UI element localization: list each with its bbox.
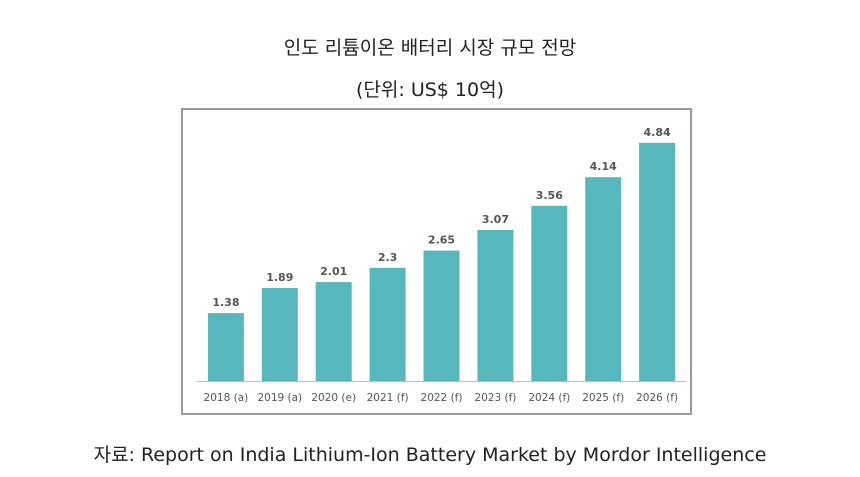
bar-4 xyxy=(423,250,460,381)
labels-layer: 1.38 1.89 2.01 2.3 2.65 3.07 3.56 4.14 4.84 xyxy=(212,126,671,309)
chart-subtitle: (단위: US$ 10억) xyxy=(356,79,504,101)
x-tick-label-5: 2023 (f) xyxy=(474,392,516,404)
tick-labels-layer: 2018 (a) 2019 (a) 2020 (e) 2021 (f) 2022 (f)… xyxy=(204,392,679,404)
bar-1 xyxy=(261,288,298,381)
x-tick-label-6: 2024 (f) xyxy=(528,392,570,404)
chart-title: 인도 리튬이온 배터리 시장 규모 전망 xyxy=(283,37,577,59)
data-label-7: 4.14 xyxy=(590,160,617,173)
source-note: 자료: Report on India Lithium-Ion Battery … xyxy=(93,444,767,466)
chart-frame: 1.38 1.89 2.01 2.3 2.65 3.07 3.56 4.14 4.84 2018… xyxy=(181,108,692,415)
bar-8 xyxy=(639,142,676,381)
bar-3 xyxy=(369,267,406,381)
data-label-4: 2.65 xyxy=(428,234,455,247)
x-tick-label-4: 2022 (f) xyxy=(421,392,463,404)
bar-chart: 1.38 1.89 2.01 2.3 2.65 3.07 3.56 4.14 4.84 2018… xyxy=(197,126,686,404)
bars-layer xyxy=(207,142,676,381)
data-label-3: 2.3 xyxy=(378,251,398,264)
bar-5 xyxy=(477,229,514,381)
x-tick-label-8: 2026 (f) xyxy=(636,392,678,404)
bar-0 xyxy=(207,313,244,381)
bar-6 xyxy=(531,205,568,381)
data-label-8: 4.84 xyxy=(644,126,671,139)
data-label-5: 3.07 xyxy=(482,213,509,226)
data-label-0: 1.38 xyxy=(212,296,239,309)
data-label-1: 1.89 xyxy=(266,271,293,284)
x-tick-label-1: 2019 (a) xyxy=(257,392,302,404)
x-tick-label-3: 2021 (f) xyxy=(367,392,409,404)
x-tick-label-0: 2018 (a) xyxy=(204,392,249,404)
x-tick-label-2: 2020 (e) xyxy=(311,392,356,404)
bar-7 xyxy=(585,177,622,381)
data-label-6: 3.56 xyxy=(536,189,563,202)
data-label-2: 2.01 xyxy=(320,265,347,278)
x-tick-label-7: 2025 (f) xyxy=(582,392,624,404)
bar-2 xyxy=(315,282,352,381)
